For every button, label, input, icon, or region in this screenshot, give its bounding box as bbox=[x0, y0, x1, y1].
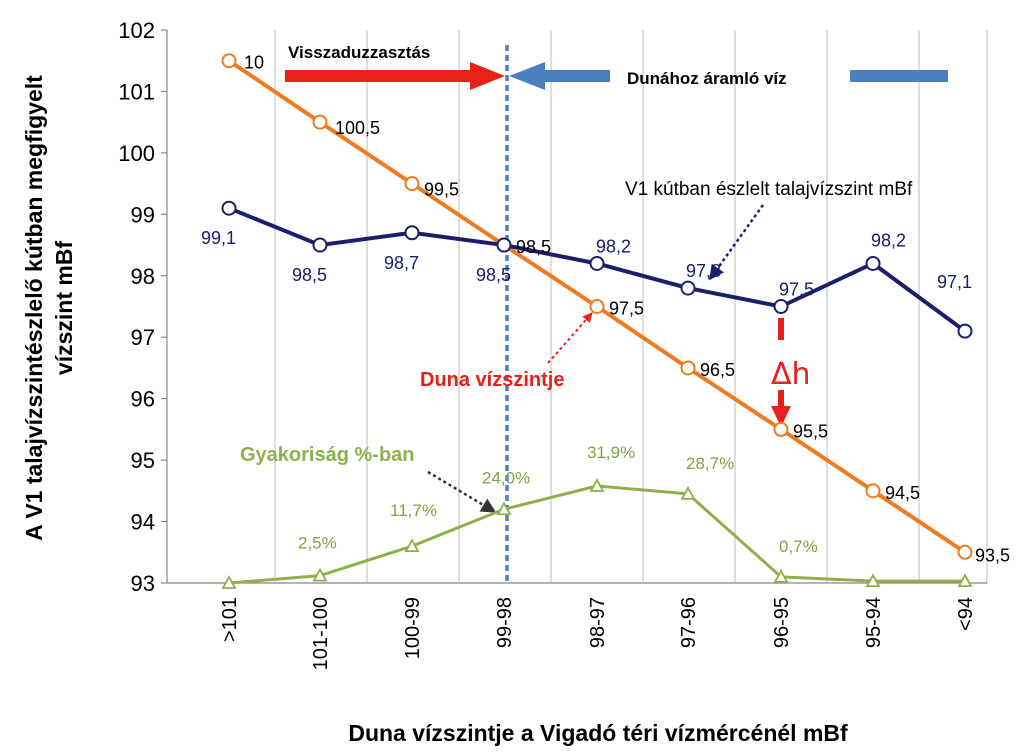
frequency-pointer-arrow bbox=[427, 470, 497, 514]
inflow-arrow-head bbox=[509, 62, 545, 90]
series-1-label-5: 97,8 bbox=[686, 261, 721, 281]
series-1-label-2: 98,7 bbox=[384, 253, 419, 273]
x-tick-label-8: <94 bbox=[955, 597, 977, 631]
series-1-point-6 bbox=[773, 299, 789, 314]
series-1-point-3 bbox=[496, 237, 512, 253]
y-tick-labels: 93 94 95 96 97 98 99 100 101 102 bbox=[118, 18, 155, 596]
series-1-point-1 bbox=[312, 237, 328, 253]
series-0-point-6 bbox=[773, 421, 789, 437]
delta-h-arrow-head bbox=[771, 406, 791, 427]
series-2-label-5: 28,7% bbox=[686, 454, 734, 473]
series-2-point-3 bbox=[496, 501, 512, 516]
series-0-label-3: 98,5 bbox=[516, 237, 551, 257]
inflow-arrow-shaft-left bbox=[543, 70, 610, 82]
x-tick-label-2: 100-99 bbox=[402, 597, 424, 659]
series-1-label-0: 99,1 bbox=[201, 228, 236, 248]
series-2-label-2: 11,7% bbox=[390, 501, 437, 520]
series-2-label-4: 31,9% bbox=[587, 443, 635, 462]
series-1-label-3: 98,5 bbox=[476, 265, 511, 285]
series-1-point-8 bbox=[957, 323, 973, 339]
y-tick-label-102: 102 bbox=[118, 18, 155, 43]
series-0-label-5: 96,5 bbox=[700, 360, 735, 380]
series-1-label-7: 98,2 bbox=[871, 230, 906, 250]
series-0-point-5 bbox=[680, 360, 696, 376]
series-1-point-2 bbox=[404, 225, 420, 241]
inflow-arrow-shaft-right bbox=[850, 70, 948, 82]
delta-h-label: Δh bbox=[771, 357, 811, 392]
series-1-point-5 bbox=[680, 280, 696, 296]
series-2-point-2 bbox=[404, 538, 420, 553]
grid-lines bbox=[166, 30, 988, 583]
series-2-label-6: 0,7% bbox=[779, 537, 818, 556]
inflow-label: Dunához áramló víz bbox=[627, 69, 787, 88]
series-2-point-0 bbox=[221, 575, 237, 589]
series-0-label-8: 93,5 bbox=[975, 545, 1010, 565]
series-2-point-7 bbox=[865, 573, 881, 588]
x-tick-label-4: 98-97 bbox=[587, 597, 609, 648]
series-2-point-6 bbox=[773, 568, 789, 583]
x-axis-title: Duna vízszintje a Vigadó téri vízmércéné… bbox=[348, 720, 848, 746]
series-1-point-0 bbox=[221, 200, 237, 216]
x-tick-label-6: 96-95 bbox=[771, 597, 793, 648]
data-labels: 10 100,5 99,5 98,5 97,5 96,5 95,5 94,5 93,5 99,1 9… bbox=[201, 53, 1010, 566]
series-0-point-4 bbox=[589, 299, 605, 314]
backwater-arrow-shaft bbox=[285, 70, 475, 82]
x-tick-labels: >101 101-100 100-99 99-98 98-97 97-96 96-95 95-… bbox=[219, 597, 977, 670]
series-2-point-1 bbox=[312, 567, 328, 582]
y-axis-title-line1: A V1 talajvízszintészlelő kútban megfigy… bbox=[21, 75, 47, 541]
backwater-label: Visszaduzzasztás bbox=[288, 43, 430, 62]
series-1-label-6: 97,5 bbox=[779, 280, 814, 300]
x-tick-label-0: >101 bbox=[219, 597, 241, 642]
axes bbox=[161, 29, 987, 584]
y-tick-label-95: 95 bbox=[131, 448, 155, 473]
y-tick-label-101: 101 bbox=[118, 79, 155, 104]
series-0-point-0 bbox=[221, 53, 237, 69]
series-1-point-4 bbox=[589, 255, 605, 271]
x-tick-label-3: 99-98 bbox=[494, 597, 516, 648]
series-0-point-8 bbox=[957, 544, 973, 560]
series-0-point-1 bbox=[312, 114, 328, 130]
y-tick-label-100: 100 bbox=[118, 141, 155, 166]
series-2-label-3: 24,0% bbox=[482, 468, 530, 487]
backwater-arrow-head bbox=[470, 62, 505, 90]
delta-h-bar bbox=[778, 318, 784, 340]
y-axis-title-line2: vízszint mBf bbox=[51, 241, 77, 376]
series-0-label-7: 94,5 bbox=[885, 483, 920, 503]
series-1-point-7 bbox=[865, 255, 881, 271]
series-line-2 bbox=[228, 484, 965, 585]
y-tick-label-97: 97 bbox=[131, 325, 155, 350]
series-1-label-1: 98,5 bbox=[292, 265, 327, 285]
series-2-label-1: 2,5% bbox=[298, 534, 337, 553]
annotations: Visszaduzzasztás Dunához áramló víz V1 k… bbox=[240, 43, 948, 585]
frequency-series-label: Gyakoriság %-ban bbox=[240, 444, 415, 466]
series-0-label-2: 99,5 bbox=[424, 180, 459, 200]
delta-h-arrow-shaft bbox=[778, 390, 784, 408]
series-0-label-1: 100,5 bbox=[335, 118, 380, 138]
x-tick-label-1: 101-100 bbox=[310, 597, 332, 670]
series-0-label-4: 97,5 bbox=[609, 299, 644, 319]
series-2-point-5 bbox=[680, 486, 696, 500]
y-tick-label-99: 99 bbox=[131, 202, 155, 227]
y-tick-label-94: 94 bbox=[131, 510, 155, 535]
series-2-point-8 bbox=[957, 573, 973, 588]
series-0-point-2 bbox=[404, 176, 420, 192]
series-0-label-0: 10 bbox=[244, 53, 264, 73]
y-tick-label-96: 96 bbox=[131, 387, 155, 412]
y-tick-label-98: 98 bbox=[131, 264, 155, 289]
series-2-point-4 bbox=[589, 478, 605, 492]
x-tick-label-5: 97-96 bbox=[678, 597, 700, 648]
duna-series-label: Duna vízszintje bbox=[420, 369, 564, 391]
series-1-label-8: 97,1 bbox=[937, 272, 972, 292]
duna-pointer-arrow bbox=[547, 312, 593, 364]
series-group bbox=[221, 53, 973, 589]
series-0-label-6: 95,5 bbox=[793, 421, 828, 441]
series-0-point-7 bbox=[865, 483, 881, 499]
v1-series-label: V1 kútban észlelt talajvízszint mBf bbox=[625, 179, 913, 200]
x-tick-label-7: 95-94 bbox=[863, 597, 885, 648]
series-1-label-4: 98,2 bbox=[596, 236, 631, 256]
y-tick-label-93: 93 bbox=[131, 571, 155, 596]
